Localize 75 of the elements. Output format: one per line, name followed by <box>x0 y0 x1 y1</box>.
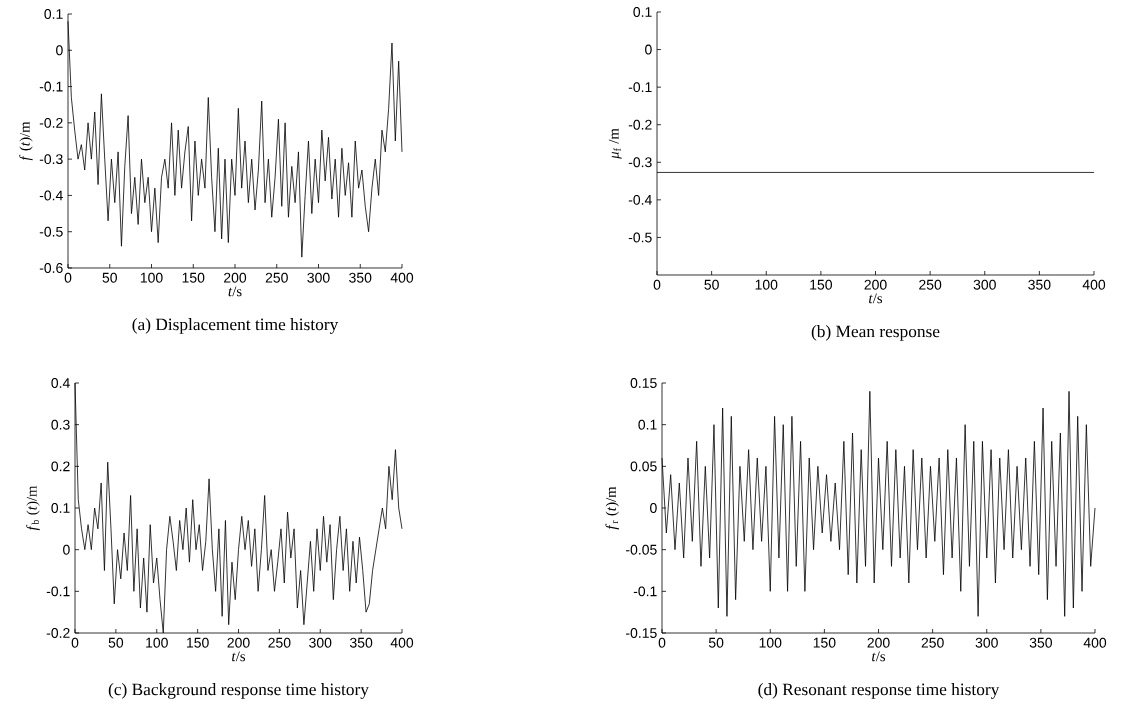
text: (a) Displacement time history <box>132 318 339 334</box>
y-tick-label: -0.1 <box>46 586 70 597</box>
x-tick-label: 100 <box>140 272 163 283</box>
y-tick-label: 0.1 <box>44 9 63 19</box>
x-tick-label: 250 <box>268 637 291 648</box>
y-tick-label: -0.1 <box>628 82 652 93</box>
x-tick-label: 150 <box>813 637 836 648</box>
x-tick-label: 150 <box>182 272 205 283</box>
y-tick-label: -0.1 <box>633 586 657 597</box>
x-tick-label: 0 <box>71 637 79 648</box>
y-tick-label: -0.2 <box>39 117 63 128</box>
x-axis-title: t/s <box>228 286 242 297</box>
y-tick-label: 0.4 <box>51 378 70 388</box>
y-tick-label: -0.4 <box>39 190 63 201</box>
x-tick-label: 50 <box>708 637 724 648</box>
text: (b) Mean response <box>811 325 940 341</box>
x-tick-label: 100 <box>759 637 782 648</box>
text: (c) Background response time history <box>108 683 369 699</box>
y-tick-label: -0.1 <box>39 81 63 92</box>
x-tick-label: 150 <box>187 637 209 648</box>
x-tick-label: 400 <box>1082 279 1106 290</box>
x-tick-label: 250 <box>265 272 288 283</box>
y-tick-label: 0.1 <box>638 419 657 430</box>
x-tick-label: 0 <box>658 637 666 648</box>
x-tick-label: 350 <box>349 272 372 283</box>
x-tick-label: 200 <box>864 279 887 290</box>
x-tick-label: 50 <box>102 272 117 283</box>
x-tick-label: 100 <box>755 279 778 290</box>
y-tick-label: -0.3 <box>628 157 652 168</box>
y-tick-label: 0 <box>645 44 652 55</box>
y-tick-label: 0.2 <box>51 461 70 472</box>
x-tick-label: 300 <box>309 637 332 648</box>
x-tick-label: 350 <box>349 637 373 648</box>
text: (d) Resonant response time history <box>758 683 1000 699</box>
y-tick-label: -0.2 <box>46 628 70 638</box>
y-tick-label: -0.4 <box>628 194 652 205</box>
y-tick-label: 0.1 <box>633 7 652 17</box>
x-tick-label: 300 <box>973 279 996 290</box>
x-axis-title: t/s <box>232 651 246 662</box>
y-tick-label: 0 <box>650 503 657 513</box>
x-tick-label: 400 <box>1083 637 1107 648</box>
x-tick-label: 300 <box>307 272 330 283</box>
y-axis-title: f$_{b}$ (t)/m <box>26 485 40 531</box>
x-tick-label: 350 <box>1028 279 1051 290</box>
y-tick-label: -0.5 <box>39 226 63 237</box>
y-tick-label: -0.2 <box>628 119 652 130</box>
y-axis-title: μ$_{f}$ /m <box>608 128 622 159</box>
y-tick-label: -0.05 <box>626 544 657 555</box>
x-tick-label: 350 <box>1029 637 1053 648</box>
y-tick-label: 0.3 <box>51 419 70 430</box>
y-tick-label: 0.15 <box>630 378 657 388</box>
x-tick-label: 200 <box>227 637 250 648</box>
x-tick-label: 100 <box>146 637 168 648</box>
x-axis-title: t/s <box>869 293 883 304</box>
x-tick-label: 300 <box>975 637 998 648</box>
x-tick-label: 50 <box>704 279 719 290</box>
y-tick-label: -0.6 <box>39 263 63 273</box>
x-tick-label: 150 <box>810 279 833 290</box>
x-tick-label: 200 <box>867 637 890 648</box>
x-axis-title: t/s <box>872 651 886 662</box>
y-tick-label: -0.15 <box>626 628 657 638</box>
y-tick-label: 0 <box>63 544 70 555</box>
y-tick-label: 0.05 <box>630 461 657 472</box>
y-tick-label: 0.1 <box>51 503 70 513</box>
x-tick-label: 400 <box>390 637 414 648</box>
x-tick-label: 50 <box>108 637 124 648</box>
y-tick-label: -0.3 <box>39 154 63 165</box>
x-tick-label: 250 <box>919 279 942 290</box>
x-tick-label: 200 <box>224 272 247 283</box>
x-tick-label: 250 <box>921 637 944 648</box>
y-axis-title: f (t)/m <box>19 121 33 161</box>
y-tick-label: 0 <box>56 45 63 56</box>
y-axis-title: f$_{r}$ (t)/m <box>605 486 619 530</box>
x-tick-label: 400 <box>390 272 414 283</box>
y-tick-label: -0.5 <box>628 232 652 243</box>
